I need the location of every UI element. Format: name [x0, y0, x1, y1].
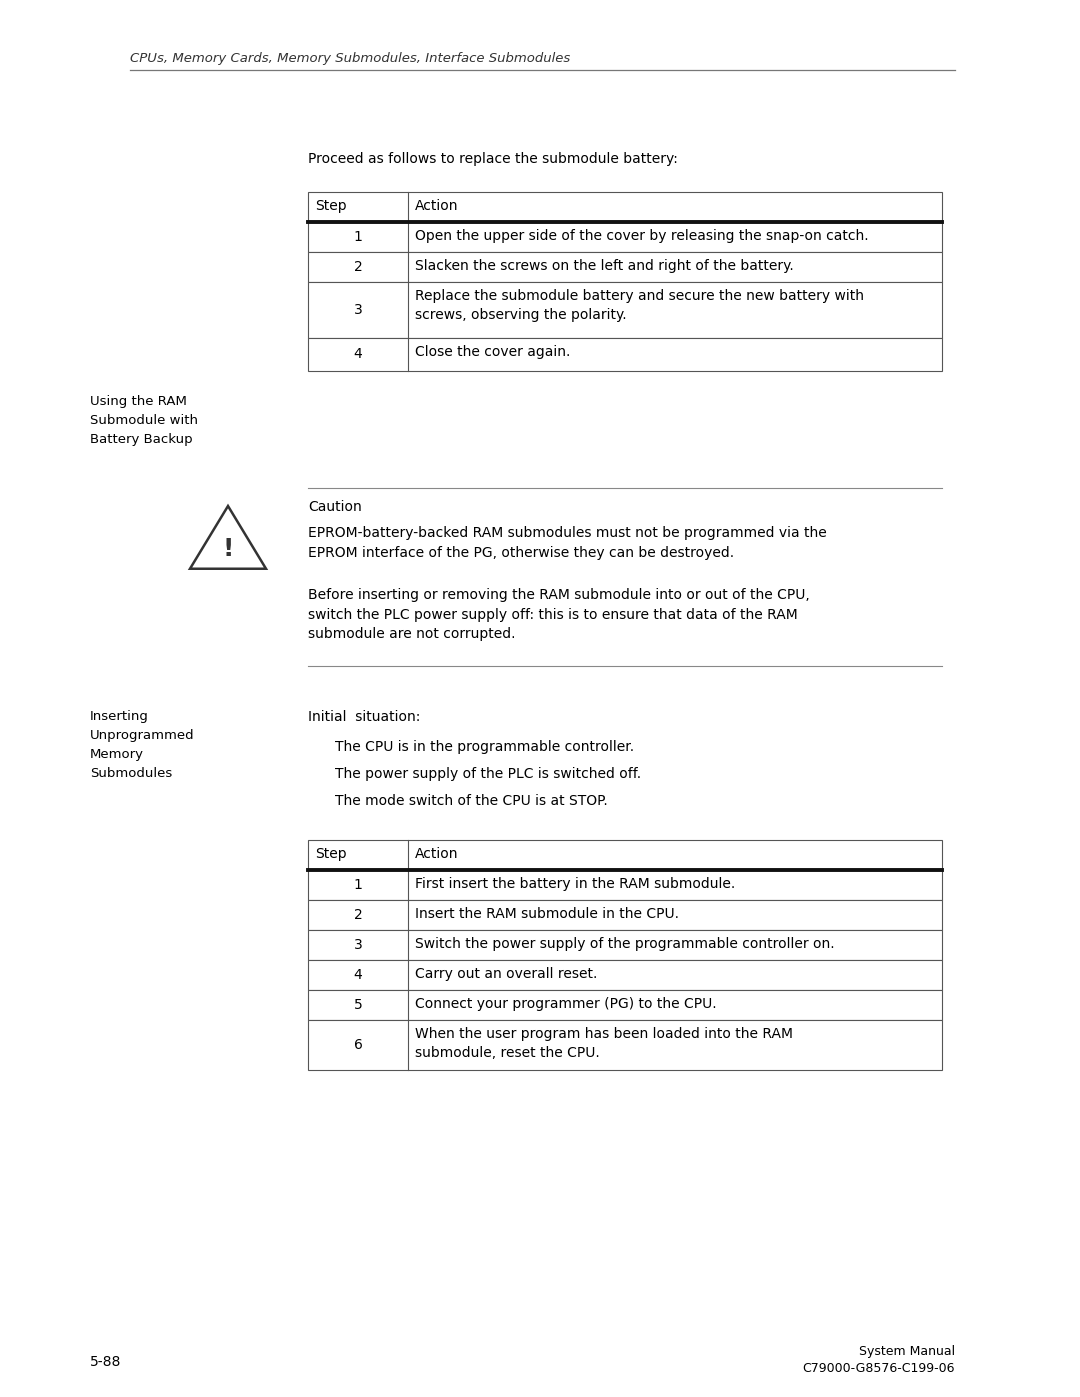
Text: Connect your programmer (PG) to the CPU.: Connect your programmer (PG) to the CPU. [415, 997, 717, 1011]
Text: Inserting
Unprogrammed
Memory
Submodules: Inserting Unprogrammed Memory Submodules [90, 710, 194, 780]
Bar [308, 870, 942, 900]
Bar [308, 191, 942, 222]
Text: Open the upper side of the cover by releasing the snap-on catch.: Open the upper side of the cover by rele… [415, 229, 868, 243]
Text: !: ! [222, 536, 233, 562]
Bar [308, 1020, 942, 1070]
Text: Before inserting or removing the RAM submodule into or out of the CPU,
switch th: Before inserting or removing the RAM sub… [308, 588, 810, 641]
Bar [308, 930, 942, 960]
Text: 6: 6 [353, 1038, 363, 1052]
Text: CPUs, Memory Cards, Memory Submodules, Interface Submodules: CPUs, Memory Cards, Memory Submodules, I… [130, 52, 570, 66]
Text: 3: 3 [353, 303, 363, 317]
Bar [308, 960, 942, 990]
Text: Caution: Caution [308, 500, 362, 514]
Text: 5-88: 5-88 [90, 1355, 121, 1369]
Text: Action: Action [415, 847, 459, 861]
Text: Replace the submodule battery and secure the new battery with
screws, observing : Replace the submodule battery and secure… [415, 289, 864, 321]
Text: 1: 1 [353, 877, 363, 893]
Text: The power supply of the PLC is switched off.: The power supply of the PLC is switched … [335, 767, 642, 781]
Bar [308, 222, 942, 251]
Text: 3: 3 [353, 937, 363, 951]
Text: 4: 4 [353, 968, 363, 982]
Text: C79000-G8576-C199-06: C79000-G8576-C199-06 [802, 1362, 955, 1375]
Text: System Manual: System Manual [859, 1345, 955, 1358]
Bar [308, 282, 942, 338]
Text: 4: 4 [353, 348, 363, 362]
Bar [308, 251, 942, 282]
Text: Step: Step [315, 198, 347, 212]
Text: Close the cover again.: Close the cover again. [415, 345, 570, 359]
Text: 2: 2 [353, 908, 363, 922]
Text: Using the RAM
Submodule with
Battery Backup: Using the RAM Submodule with Battery Bac… [90, 395, 198, 446]
Text: 1: 1 [353, 231, 363, 244]
Text: Proceed as follows to replace the submodule battery:: Proceed as follows to replace the submod… [308, 152, 678, 166]
Text: EPROM-battery-backed RAM submodules must not be programmed via the
EPROM interfa: EPROM-battery-backed RAM submodules must… [308, 527, 827, 560]
Bar [308, 990, 942, 1020]
Text: 2: 2 [353, 260, 363, 274]
Text: When the user program has been loaded into the RAM
submodule, reset the CPU.: When the user program has been loaded in… [415, 1027, 793, 1060]
Text: Step: Step [315, 847, 347, 861]
Bar [308, 338, 942, 372]
Text: Initial  situation:: Initial situation: [308, 710, 420, 724]
Text: 5: 5 [353, 997, 363, 1011]
Text: The CPU is in the programmable controller.: The CPU is in the programmable controlle… [335, 740, 634, 754]
Text: Action: Action [415, 198, 459, 212]
Text: Insert the RAM submodule in the CPU.: Insert the RAM submodule in the CPU. [415, 907, 679, 921]
Text: First insert the battery in the RAM submodule.: First insert the battery in the RAM subm… [415, 877, 735, 891]
Bar [308, 840, 942, 870]
Text: Slacken the screws on the left and right of the battery.: Slacken the screws on the left and right… [415, 258, 794, 272]
Text: Switch the power supply of the programmable controller on.: Switch the power supply of the programma… [415, 937, 835, 951]
Text: The mode switch of the CPU is at STOP.: The mode switch of the CPU is at STOP. [335, 793, 608, 807]
Text: Carry out an overall reset.: Carry out an overall reset. [415, 967, 597, 981]
Bar [308, 900, 942, 930]
